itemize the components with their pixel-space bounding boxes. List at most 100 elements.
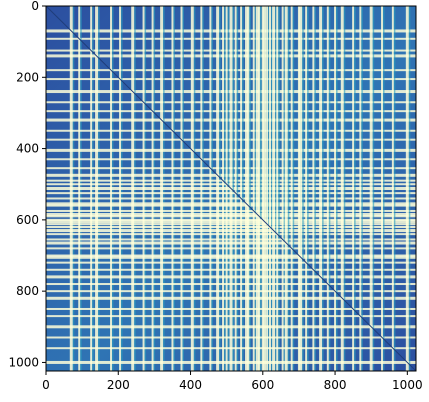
heatmap-horizontal-line <box>46 209 416 212</box>
plot-frame <box>45 5 417 372</box>
y-tick-label: 0 <box>31 0 39 13</box>
y-axis: 0 200 400 600 800 1000 <box>8 0 46 369</box>
heatmap-vertical-line <box>352 6 355 371</box>
heatmap-vertical-line <box>369 6 373 371</box>
heatmap-horizontal-line <box>46 238 416 241</box>
heatmap-line-halo <box>260 6 262 371</box>
heatmap-line-halo <box>275 6 277 371</box>
heatmap-horizontal-line <box>46 197 416 200</box>
heatmap-horizontal-line <box>46 202 416 206</box>
heatmap-horizontal-line <box>46 325 416 329</box>
x-tick-label: 0 <box>42 378 50 392</box>
y-tick-label: 800 <box>16 284 39 298</box>
heatmap-line-halo <box>292 6 295 371</box>
heatmap-vertical-line <box>269 6 272 371</box>
heatmap-lines <box>46 6 416 371</box>
heatmap-vertical-line <box>261 6 264 371</box>
heatmap-line-halo <box>283 6 286 371</box>
heatmap-vertical-line <box>312 6 315 371</box>
x-axis: 0 200 400 600 800 1000 <box>42 371 423 392</box>
heatmap-vertical-line <box>234 6 237 371</box>
heatmap-line-halo <box>271 6 273 371</box>
heatmap-line-halo <box>372 6 375 371</box>
heatmap-vertical-line <box>405 6 409 371</box>
heatmap-line-halo <box>314 6 316 371</box>
heatmap-horizontal-line <box>46 223 416 226</box>
heatmap-line-halo <box>383 6 385 371</box>
y-tick-label: 600 <box>16 213 39 227</box>
heatmap-vertical-line <box>391 6 394 371</box>
heatmap-line-halo <box>268 6 270 371</box>
heatmap-vertical-line <box>297 6 300 371</box>
x-tick-label: 800 <box>324 378 347 392</box>
heatmap-horizontal-line <box>46 229 416 233</box>
heatmap-horizontal-line <box>46 283 416 286</box>
heatmap-horizontal-line <box>46 268 416 271</box>
heatmap-vertical-line <box>319 6 323 371</box>
heatmap-vertical-line <box>245 6 249 371</box>
heatmap-vertical-line <box>240 6 243 371</box>
heatmap-vertical-line <box>272 6 276 371</box>
heatmap-horizontal-line <box>46 225 416 228</box>
heatmap-horizontal-line <box>46 336 416 339</box>
heatmap-horizontal-line <box>46 192 416 195</box>
heatmap-vertical-line <box>255 6 259 371</box>
x-tick-label: 400 <box>179 378 202 392</box>
heatmap-line-halo <box>361 6 363 371</box>
heatmap-vertical-line <box>276 6 279 371</box>
heatmap-vertical-line <box>340 6 344 371</box>
heatmap-horizontal-line <box>46 233 416 236</box>
heatmap-line-halo <box>336 6 338 371</box>
heatmap-horizontal-line <box>46 290 416 293</box>
heatmap-line-halo <box>232 6 234 371</box>
heatmap-horizontal-line <box>46 360 416 364</box>
heatmap-line-halo <box>242 6 244 371</box>
heatmap-horizontal-line <box>46 254 416 257</box>
heatmap-horizontal-line <box>46 307 416 310</box>
heatmap-vertical-line <box>281 6 284 371</box>
heatmap-vertical-line <box>359 6 362 371</box>
heatmap-vertical-line <box>290 6 293 371</box>
heatmap-vertical-line <box>247 6 250 371</box>
heatmap-line-halo <box>354 6 356 371</box>
y-tick-label: 200 <box>16 70 39 84</box>
heatmap-line-halo <box>393 6 396 371</box>
heatmap-diagonal <box>45 5 417 372</box>
heatmap-vertical-line <box>299 6 303 371</box>
heatmap-horizontal-line <box>46 204 416 207</box>
heatmap-vertical-line <box>305 6 308 371</box>
heatmap-line-halo <box>322 6 324 371</box>
heatmap-horizontal-line <box>46 213 416 217</box>
heatmap-line-halo <box>307 6 309 371</box>
heatmap-horizontal-line <box>46 215 416 218</box>
heatmap-line-halo <box>343 6 346 371</box>
heatmap-horizontal-line <box>46 218 416 221</box>
heatmap-vertical-line <box>334 6 337 371</box>
heatmap-plot-area <box>45 5 417 372</box>
heatmap-vertical-line <box>381 6 384 371</box>
y-tick-label: 1000 <box>8 355 39 369</box>
heatmap-line-halo <box>249 6 251 371</box>
heatmap-horizontal-line <box>46 247 416 250</box>
heatmap-line-halo <box>408 6 411 371</box>
heatmap-vertical-line <box>263 6 267 371</box>
x-tick-label: 600 <box>251 378 274 392</box>
heatmap-vertical-line <box>258 6 261 371</box>
heatmap-horizontal-line <box>46 296 416 300</box>
heatmap-horizontal-line <box>46 220 416 224</box>
heatmap-line-halo <box>302 6 304 371</box>
heatmap-line-halo <box>278 6 280 371</box>
heatmap-line-halo <box>254 6 257 371</box>
heatmap-line-halo <box>328 6 331 371</box>
heatmap-line-halo <box>287 6 290 371</box>
heatmap-horizontal-line <box>46 315 416 318</box>
heatmap-vertical-line <box>284 6 288 371</box>
heatmap-vertical-line <box>252 6 255 371</box>
heatmap-horizontal-line <box>46 347 416 350</box>
heatmap-vertical-line <box>326 6 329 371</box>
x-tick-label: 200 <box>107 378 130 392</box>
heatmap-horizontal-line <box>46 261 416 264</box>
heatmap-horizontal-line <box>46 241 416 245</box>
x-tick-label: 1000 <box>392 378 423 392</box>
